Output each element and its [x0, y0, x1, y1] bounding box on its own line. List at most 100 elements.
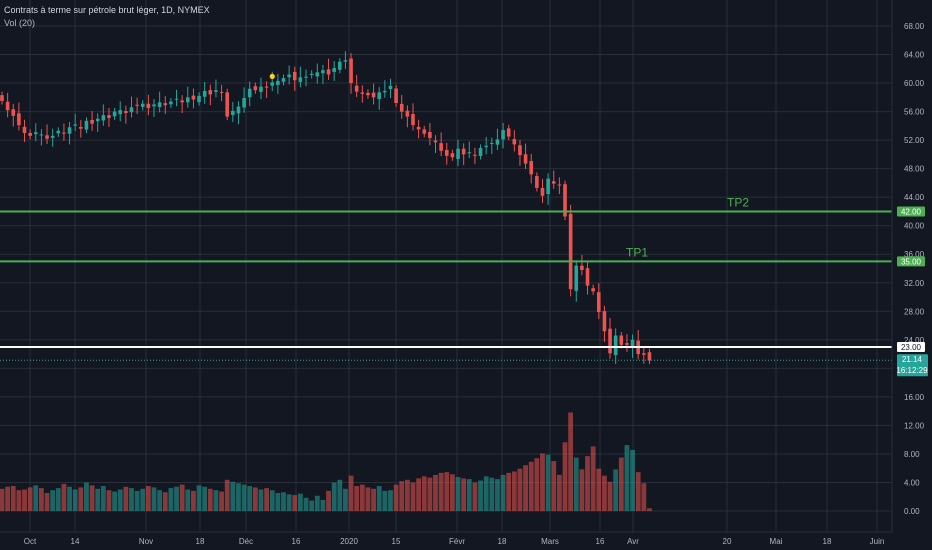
price-axis-label: 60.00 [904, 79, 925, 88]
volume-bar [489, 477, 495, 511]
candle-body [399, 103, 404, 112]
volume-bar [123, 486, 129, 511]
volume-bar [461, 478, 467, 511]
price-axis-label: 0.00 [904, 507, 920, 516]
level-price-tag [897, 206, 925, 217]
candle-body [28, 132, 32, 136]
volume-bar [174, 486, 179, 511]
volume-bar [331, 482, 337, 511]
volume-bar [433, 474, 438, 511]
candle-body [411, 114, 415, 126]
time-axis[interactable]: Oct 14 Nov 18 Déc 16 2020 15 Févr 18 Mars 16 Avr 20 Ma… [24, 537, 885, 546]
volume-bar [376, 486, 382, 511]
candle-body [56, 130, 61, 134]
level-price-tag [897, 256, 925, 267]
candle-body [428, 131, 432, 138]
candle-body [259, 86, 263, 92]
candle-body [236, 106, 241, 114]
price-axis-label: 12.00 [904, 421, 925, 430]
horizontal-levels[interactable]: TP2 TP1 [0, 195, 892, 361]
volume-bar [0, 488, 5, 511]
candle-body [33, 132, 38, 135]
level-price-tag-text: 42.00 [901, 207, 922, 216]
volume-bar [607, 481, 613, 511]
volume-bar [618, 457, 624, 511]
candle-body [422, 129, 427, 134]
volume-bar [359, 484, 365, 511]
price-axis-label: 52.00 [904, 136, 925, 145]
volume-bar [528, 461, 534, 511]
volume-bar [252, 487, 258, 511]
level-label: TP1 [626, 245, 648, 259]
volume-bar [534, 458, 540, 511]
candle-body [298, 77, 303, 82]
volume-bar [100, 486, 106, 511]
candle-body [349, 58, 353, 84]
volume-bar [495, 479, 500, 511]
candle-body [5, 101, 10, 111]
time-axis-label: 18 [196, 537, 205, 546]
volume-bar [585, 456, 590, 511]
candle-body [169, 101, 173, 105]
candle-countdown: 16:12:29 [896, 366, 928, 375]
volume-bar [438, 472, 444, 511]
candle-body [214, 90, 218, 92]
volume-bar [455, 477, 461, 511]
price-axis-label: 32.00 [904, 279, 925, 288]
volume-bar [647, 508, 652, 511]
candle-body [444, 149, 449, 156]
volume-bar [450, 474, 455, 511]
candle-body [596, 292, 601, 313]
volume-bar [354, 486, 360, 511]
candle-body [62, 132, 66, 134]
volume-bar [466, 479, 472, 511]
candle-body [501, 130, 505, 140]
price-axis-label: 16.00 [904, 393, 925, 402]
volume-bar [27, 487, 33, 511]
candle-body [574, 265, 579, 291]
candle-body [551, 181, 556, 184]
price-axis[interactable]: 68.00 64.00 60.00 56.00 52.00 48.00 44.00 40.00… [904, 22, 925, 516]
price-axis-label: 40.00 [904, 222, 925, 231]
volume-bar [281, 492, 286, 511]
volume-bar [343, 488, 348, 511]
volume-bar [269, 490, 275, 511]
time-axis-label: 16 [292, 537, 301, 546]
volume-bar [635, 472, 641, 511]
volume-bar [140, 488, 146, 511]
time-axis-label: 14 [71, 537, 80, 546]
volume-bar [483, 476, 489, 511]
candle-body [118, 110, 123, 115]
candle-body [467, 152, 472, 154]
candle-body [135, 104, 139, 106]
price-tags: 42.00 35.00 23.00 21.14 16:12:29 [896, 206, 928, 377]
candle-body [95, 118, 100, 122]
candle-body [585, 268, 590, 286]
candle-body [208, 90, 213, 95]
volume-bar [472, 482, 478, 511]
candle-body [174, 98, 179, 100]
volume-bar [399, 481, 405, 511]
volume-bar [236, 483, 241, 511]
volume-bar [162, 492, 168, 511]
time-axis-label: 18 [498, 537, 507, 546]
volume-bar [55, 488, 61, 511]
volume-bar [365, 487, 371, 511]
candle-body [287, 74, 291, 78]
volume-bar [168, 488, 174, 511]
price-axis-label: 8.00 [904, 450, 920, 459]
candle-body [619, 335, 624, 345]
volume-bar [61, 483, 67, 511]
candle-body [540, 187, 545, 196]
candle-body [202, 90, 207, 97]
volume-bar [556, 474, 562, 511]
volume-bar [421, 476, 427, 511]
candle-body [17, 113, 21, 126]
volume-bar [78, 487, 84, 511]
volume-bar [545, 454, 551, 511]
candle-body [11, 109, 16, 116]
candle-body [450, 153, 455, 158]
volume-bar [624, 445, 630, 511]
candle-body [383, 90, 387, 93]
